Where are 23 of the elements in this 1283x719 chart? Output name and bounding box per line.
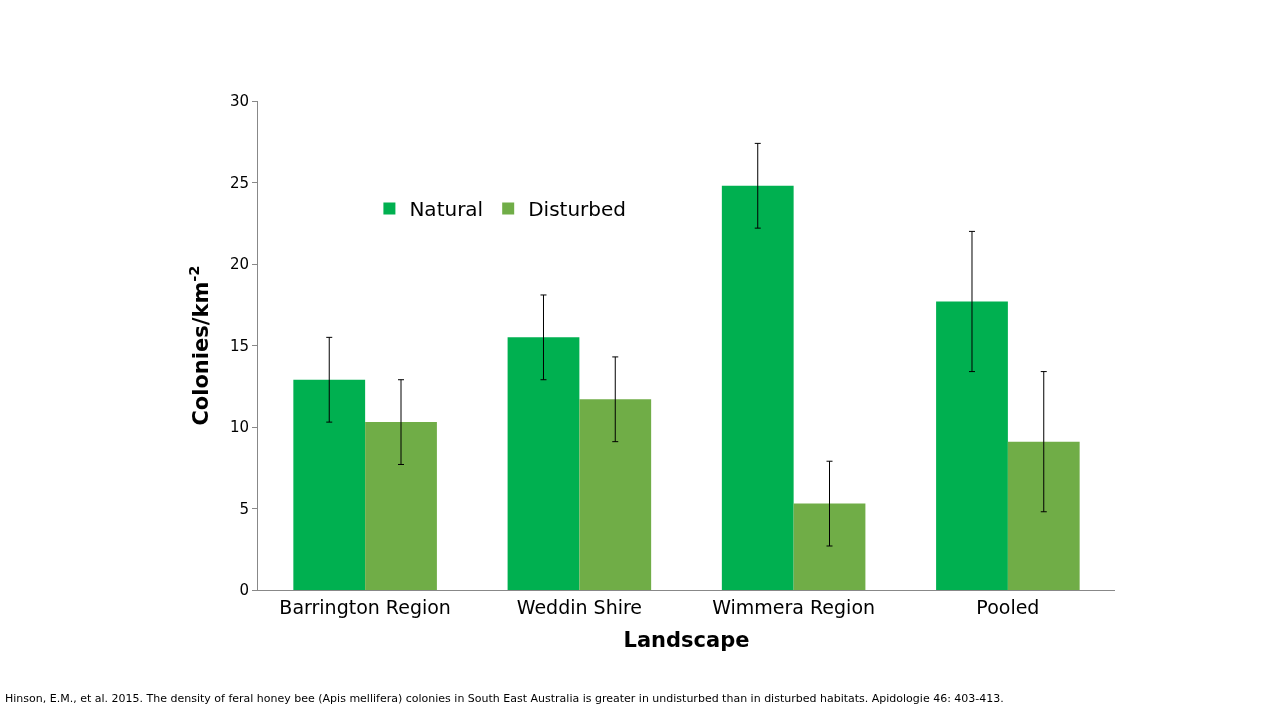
y-tick-label: 10 — [229, 418, 249, 437]
y-tick-label: 5 — [239, 499, 249, 518]
bar — [579, 399, 652, 590]
x-tick-label: Weddin Shire — [516, 595, 643, 618]
text: Hinson, E.M., et al. 2015. The density of feral honey bee (Apis mellifera) colonies in South East Australia is greater in undisturbed than in disturbed habitats. Apidologie 46: 403-413. — [5, 692, 1004, 705]
x-tick-label: Wimmera Region — [712, 595, 876, 618]
x-tick-label: Barrington Region — [279, 595, 451, 618]
bar — [721, 185, 794, 590]
bar — [365, 422, 437, 590]
x-axis-title: Landscape — [623, 628, 750, 652]
y-tick-label: 25 — [229, 173, 249, 192]
bar — [936, 301, 1008, 590]
y-tick-label: 20 — [229, 255, 249, 274]
y-tick-label: 15 — [229, 336, 249, 355]
bar — [1007, 441, 1080, 590]
y-tick-label: 0 — [239, 581, 249, 600]
x-tick-label: Pooled — [976, 595, 1040, 618]
bar — [793, 503, 866, 590]
bar — [507, 337, 580, 590]
bar — [293, 379, 366, 590]
y-tick-label: 30 — [229, 92, 249, 111]
legend-label: Disturbed — [528, 197, 626, 222]
legend-label: Natural — [409, 197, 484, 222]
